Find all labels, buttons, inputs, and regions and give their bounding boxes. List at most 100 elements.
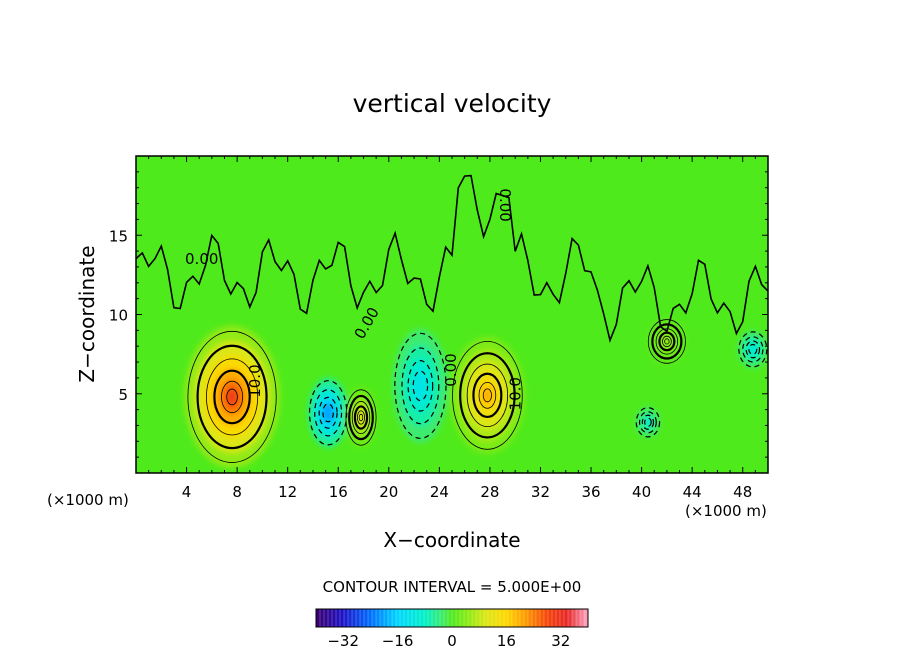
contour-ring bbox=[213, 369, 251, 425]
y-axis-ticks: 5 10 15 bbox=[109, 171, 768, 458]
colorbar-cell bbox=[496, 609, 501, 627]
x-tick-label: 24 bbox=[430, 483, 449, 501]
x-tick-label: 12 bbox=[278, 483, 297, 501]
colorbar-tick-label: 32 bbox=[551, 632, 570, 650]
contour-ring bbox=[401, 347, 440, 425]
colorbar-cell bbox=[464, 609, 469, 627]
contour-ring bbox=[658, 331, 676, 352]
contour-ring bbox=[466, 363, 509, 428]
colorbar-cell bbox=[448, 609, 453, 627]
colorbar-cell bbox=[376, 609, 381, 627]
colorbar-cell bbox=[356, 609, 361, 627]
colorbar-cell bbox=[340, 609, 345, 627]
field-blob bbox=[748, 344, 758, 355]
contour-ring bbox=[745, 340, 761, 359]
colorbar-cell bbox=[332, 609, 337, 627]
colorbar-cell bbox=[568, 609, 573, 627]
colorbar-cell bbox=[484, 609, 489, 627]
colorbar-cell bbox=[380, 609, 385, 627]
contour-ring bbox=[221, 380, 244, 414]
y-tick-label: 5 bbox=[118, 386, 128, 404]
colorbar-cell bbox=[488, 609, 493, 627]
colorbar-cell bbox=[500, 609, 505, 627]
colorbar-cell bbox=[392, 609, 397, 627]
colorbar-cell bbox=[388, 609, 393, 627]
colorbar-tick-label: −16 bbox=[382, 632, 414, 650]
colorbar-cell bbox=[584, 609, 589, 627]
colorbar-cell bbox=[524, 609, 529, 627]
colorbar-cell bbox=[440, 609, 445, 627]
colorbar-cell bbox=[456, 609, 461, 627]
colorbar-cell bbox=[364, 609, 369, 627]
colorbar-cell bbox=[532, 609, 537, 627]
colorbar-cell bbox=[400, 609, 405, 627]
colorbar-cell bbox=[504, 609, 509, 627]
field-blob bbox=[226, 388, 238, 406]
colorbar-cell bbox=[408, 609, 413, 627]
colorbar-cell bbox=[444, 609, 449, 627]
colorbar-cell bbox=[556, 609, 561, 627]
colorbar-cell bbox=[512, 609, 517, 627]
colorbar-cell bbox=[328, 609, 333, 627]
field-blob bbox=[412, 369, 429, 402]
colorbar-cell bbox=[540, 609, 545, 627]
x-tick-label: 32 bbox=[531, 483, 550, 501]
contour-ring bbox=[412, 370, 429, 402]
contour-ring bbox=[644, 417, 652, 427]
colorbar-cell bbox=[476, 609, 481, 627]
contour-ring bbox=[394, 332, 447, 439]
colorbar-cell bbox=[416, 609, 421, 627]
colorbar-cell bbox=[348, 609, 353, 627]
colorbar-frame bbox=[315, 608, 589, 628]
x-tick-label: 36 bbox=[581, 483, 600, 501]
colorbar-cell bbox=[344, 609, 349, 627]
colorbar-cell bbox=[552, 609, 557, 627]
contour-ring bbox=[348, 394, 374, 441]
colorbar-cell bbox=[404, 609, 409, 627]
colorbar-ticks: −32 −16 0 16 32 bbox=[327, 632, 570, 650]
colorbar-cell bbox=[468, 609, 473, 627]
colorbar-cell bbox=[352, 609, 357, 627]
x-unit-right: (×1000 m) bbox=[685, 502, 767, 520]
colorbar-tick-label: −32 bbox=[327, 632, 359, 650]
colorbar-cell bbox=[428, 609, 433, 627]
colorbar-cell bbox=[412, 609, 417, 627]
field-blob bbox=[664, 338, 670, 345]
contour-ring bbox=[187, 330, 277, 463]
colorbar-cell bbox=[316, 609, 321, 627]
contour-ring bbox=[353, 405, 369, 430]
contour-ring bbox=[641, 414, 655, 430]
colorbar-cell bbox=[396, 609, 401, 627]
colorbar-cell bbox=[576, 609, 581, 627]
contour-label: 0.00 bbox=[185, 250, 218, 268]
contour-ring bbox=[318, 396, 338, 429]
colorbar-cell bbox=[324, 609, 329, 627]
colorbar-cell bbox=[572, 609, 577, 627]
field-blob bbox=[359, 413, 363, 422]
x-tick-label: 8 bbox=[232, 483, 242, 501]
colorbar-cell bbox=[480, 609, 485, 627]
x-tick-label: 16 bbox=[329, 483, 348, 501]
contour-label: 10.0 bbox=[506, 377, 524, 410]
chart-title: vertical velocity bbox=[353, 89, 552, 118]
colorbar-cell bbox=[580, 609, 585, 627]
contour-label: 0.00 bbox=[496, 188, 514, 221]
contour-ring bbox=[196, 344, 268, 450]
colorbar: −32 −16 0 16 32 bbox=[315, 608, 589, 650]
colorbar-cell bbox=[564, 609, 569, 627]
colorbar-cell bbox=[560, 609, 565, 627]
contour-ring bbox=[308, 380, 348, 446]
colorbar-cell bbox=[516, 609, 521, 627]
x-tick-label: 4 bbox=[182, 483, 192, 501]
y-axis-label: Z−coordinate bbox=[75, 245, 99, 382]
x-tick-label: 20 bbox=[379, 483, 398, 501]
colorbar-cell bbox=[460, 609, 465, 627]
contour-ring bbox=[452, 340, 523, 450]
y-tick-label: 15 bbox=[109, 227, 128, 245]
colorbar-cell bbox=[548, 609, 553, 627]
colorbar-cell bbox=[372, 609, 377, 627]
contour-ring bbox=[345, 389, 377, 446]
colorbar-cell bbox=[508, 609, 513, 627]
colorbar-cell bbox=[528, 609, 533, 627]
